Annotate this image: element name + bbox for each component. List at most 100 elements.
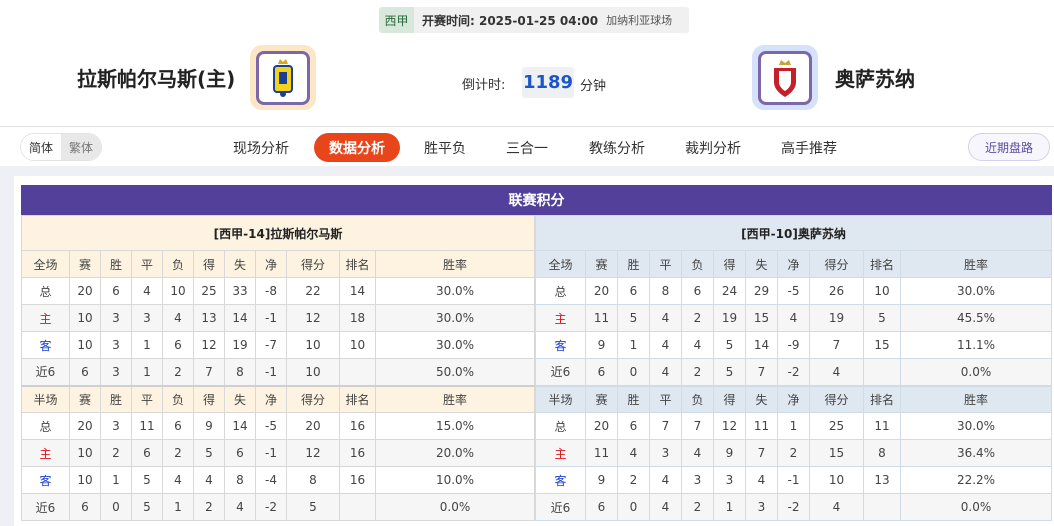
tab-referee-analysis[interactable]: 裁判分析 — [685, 140, 741, 157]
stat-cell: 6 — [681, 277, 714, 305]
stat-cell: 1 — [131, 358, 163, 386]
column-header: 得分 — [809, 250, 864, 278]
stat-cell: 4 — [649, 493, 682, 521]
stat-cell: 16 — [339, 439, 376, 467]
home-team-logo[interactable] — [250, 45, 316, 110]
language-toggle[interactable]: 简体 繁体 — [20, 133, 102, 161]
stat-cell: 4 — [809, 358, 864, 386]
recent-form-button[interactable]: 近期盘路 — [968, 133, 1050, 161]
stat-cell: 12 — [286, 304, 340, 332]
stat-cell: 3 — [713, 466, 746, 494]
stat-cell: 4 — [649, 466, 682, 494]
lang-traditional[interactable]: 繁体 — [61, 134, 101, 160]
column-header: 排名 — [863, 250, 901, 278]
stat-cell: 6 — [585, 358, 618, 386]
stat-cell: 8 — [649, 277, 682, 305]
stat-cell: -7 — [255, 331, 287, 359]
stat-cell: 13 — [863, 466, 901, 494]
stat-cell: 2 — [777, 439, 810, 467]
row-label: 总 — [21, 412, 70, 440]
column-header: 失 — [745, 250, 778, 278]
table-row: 客 10 1 5 4 4 8 -4 8 16 10.0% — [21, 466, 535, 494]
tab-win-draw-loss[interactable]: 胜平负 — [424, 140, 466, 157]
stat-cell: 3 — [100, 412, 132, 440]
column-header: 负 — [681, 384, 714, 413]
stat-cell: 20 — [585, 412, 618, 440]
stat-cell: 1 — [713, 493, 746, 521]
row-label: 近6 — [21, 358, 70, 386]
stat-cell: 16 — [339, 412, 376, 440]
column-header: 胜率 — [375, 250, 535, 278]
stat-cell: 10 — [809, 466, 864, 494]
half-header-row: 半场赛胜平负得失净得分 排名 胜率 — [21, 384, 535, 413]
stat-cell: 24 — [713, 277, 746, 305]
tab-data-analysis[interactable]: 数据分析 — [314, 133, 400, 162]
stat-cell: 4 — [681, 331, 714, 359]
stat-cell: 11.1% — [900, 331, 1052, 359]
row-label: 总 — [535, 412, 586, 440]
stat-cell: 1 — [777, 412, 810, 440]
table-row: 总 20 6 8 6 24 29 -5 26 10 30.0% — [535, 277, 1052, 305]
table-row: 客 9 2 4 3 3 4 -1 10 13 22.2% — [535, 466, 1052, 494]
column-header: 胜率 — [900, 250, 1052, 278]
stat-cell: 11 — [745, 412, 778, 440]
stat-cell: 3 — [131, 304, 163, 332]
away-team-name[interactable]: 奥萨苏纳 — [835, 67, 915, 91]
league-badge[interactable]: 西甲 — [379, 7, 414, 33]
stat-cell: 1 — [100, 466, 132, 494]
home-team-name[interactable]: 拉斯帕尔马斯(主) — [77, 67, 236, 91]
tab-live-analysis[interactable]: 现场分析 — [233, 140, 289, 157]
row-label: 总 — [21, 277, 70, 305]
stat-cell: 4 — [649, 304, 682, 332]
stat-cell: 10.0% — [375, 466, 535, 494]
stat-cell: 10 — [69, 331, 101, 359]
stat-cell: 10 — [339, 331, 376, 359]
section-label: 半场 — [21, 384, 70, 413]
lang-simplified[interactable]: 简体 — [21, 134, 61, 160]
stat-cell: 4 — [777, 304, 810, 332]
away-team-logo[interactable] — [752, 45, 818, 110]
column-header: 净 — [777, 250, 810, 278]
stat-cell: 15 — [863, 331, 901, 359]
stat-cell: 4 — [649, 331, 682, 359]
tab-coach-analysis[interactable]: 教练分析 — [589, 140, 645, 157]
stat-cell: 5 — [193, 439, 225, 467]
column-header: 得 — [193, 250, 225, 278]
column-header: 赛 — [585, 250, 618, 278]
home-team-header: [西甲-14]拉斯帕尔马斯 — [21, 215, 535, 251]
column-header: 赛 — [69, 250, 101, 278]
stat-cell: 0.0% — [900, 358, 1052, 386]
stat-cell: 5 — [713, 358, 746, 386]
stat-cell: 10 — [286, 358, 340, 386]
column-header: 平 — [649, 384, 682, 413]
column-header: 负 — [162, 384, 194, 413]
stat-cell: 1 — [617, 331, 650, 359]
stat-cell: 0.0% — [900, 493, 1052, 521]
row-label: 主 — [535, 304, 586, 332]
full-header-row: 全场赛胜平负得失净得分 排名 胜率 — [21, 250, 535, 278]
table-row: 近6 6 3 1 2 7 8 -1 10 50.0% — [21, 358, 535, 386]
countdown-unit: 分钟 — [580, 79, 607, 94]
tab-expert-picks[interactable]: 高手推荐 — [781, 140, 837, 157]
stat-cell: 0.0% — [375, 493, 535, 521]
stat-cell: 22 — [286, 277, 340, 305]
stat-cell: 6 — [617, 277, 650, 305]
column-header: 得 — [713, 250, 746, 278]
stat-cell: 2 — [681, 304, 714, 332]
column-header: 净 — [255, 250, 287, 278]
stat-cell: 14 — [224, 304, 256, 332]
tab-three-in-one[interactable]: 三合一 — [506, 140, 548, 157]
stat-cell: 0 — [617, 493, 650, 521]
table-row: 近6 6 0 4 2 5 7 -2 4 0.0% — [535, 358, 1052, 386]
stat-cell: 14 — [224, 412, 256, 440]
stat-cell: 3 — [100, 358, 132, 386]
table-row: 近6 6 0 5 1 2 4 -2 5 0.0% — [21, 493, 535, 521]
stat-cell: 14 — [339, 277, 376, 305]
row-label: 客 — [535, 466, 586, 494]
stat-cell: 4 — [617, 439, 650, 467]
stat-cell: 4 — [162, 466, 194, 494]
stat-cell: 6 — [100, 277, 132, 305]
stat-cell: -2 — [777, 358, 810, 386]
stat-cell: 12 — [713, 412, 746, 440]
stat-cell: 7 — [649, 412, 682, 440]
